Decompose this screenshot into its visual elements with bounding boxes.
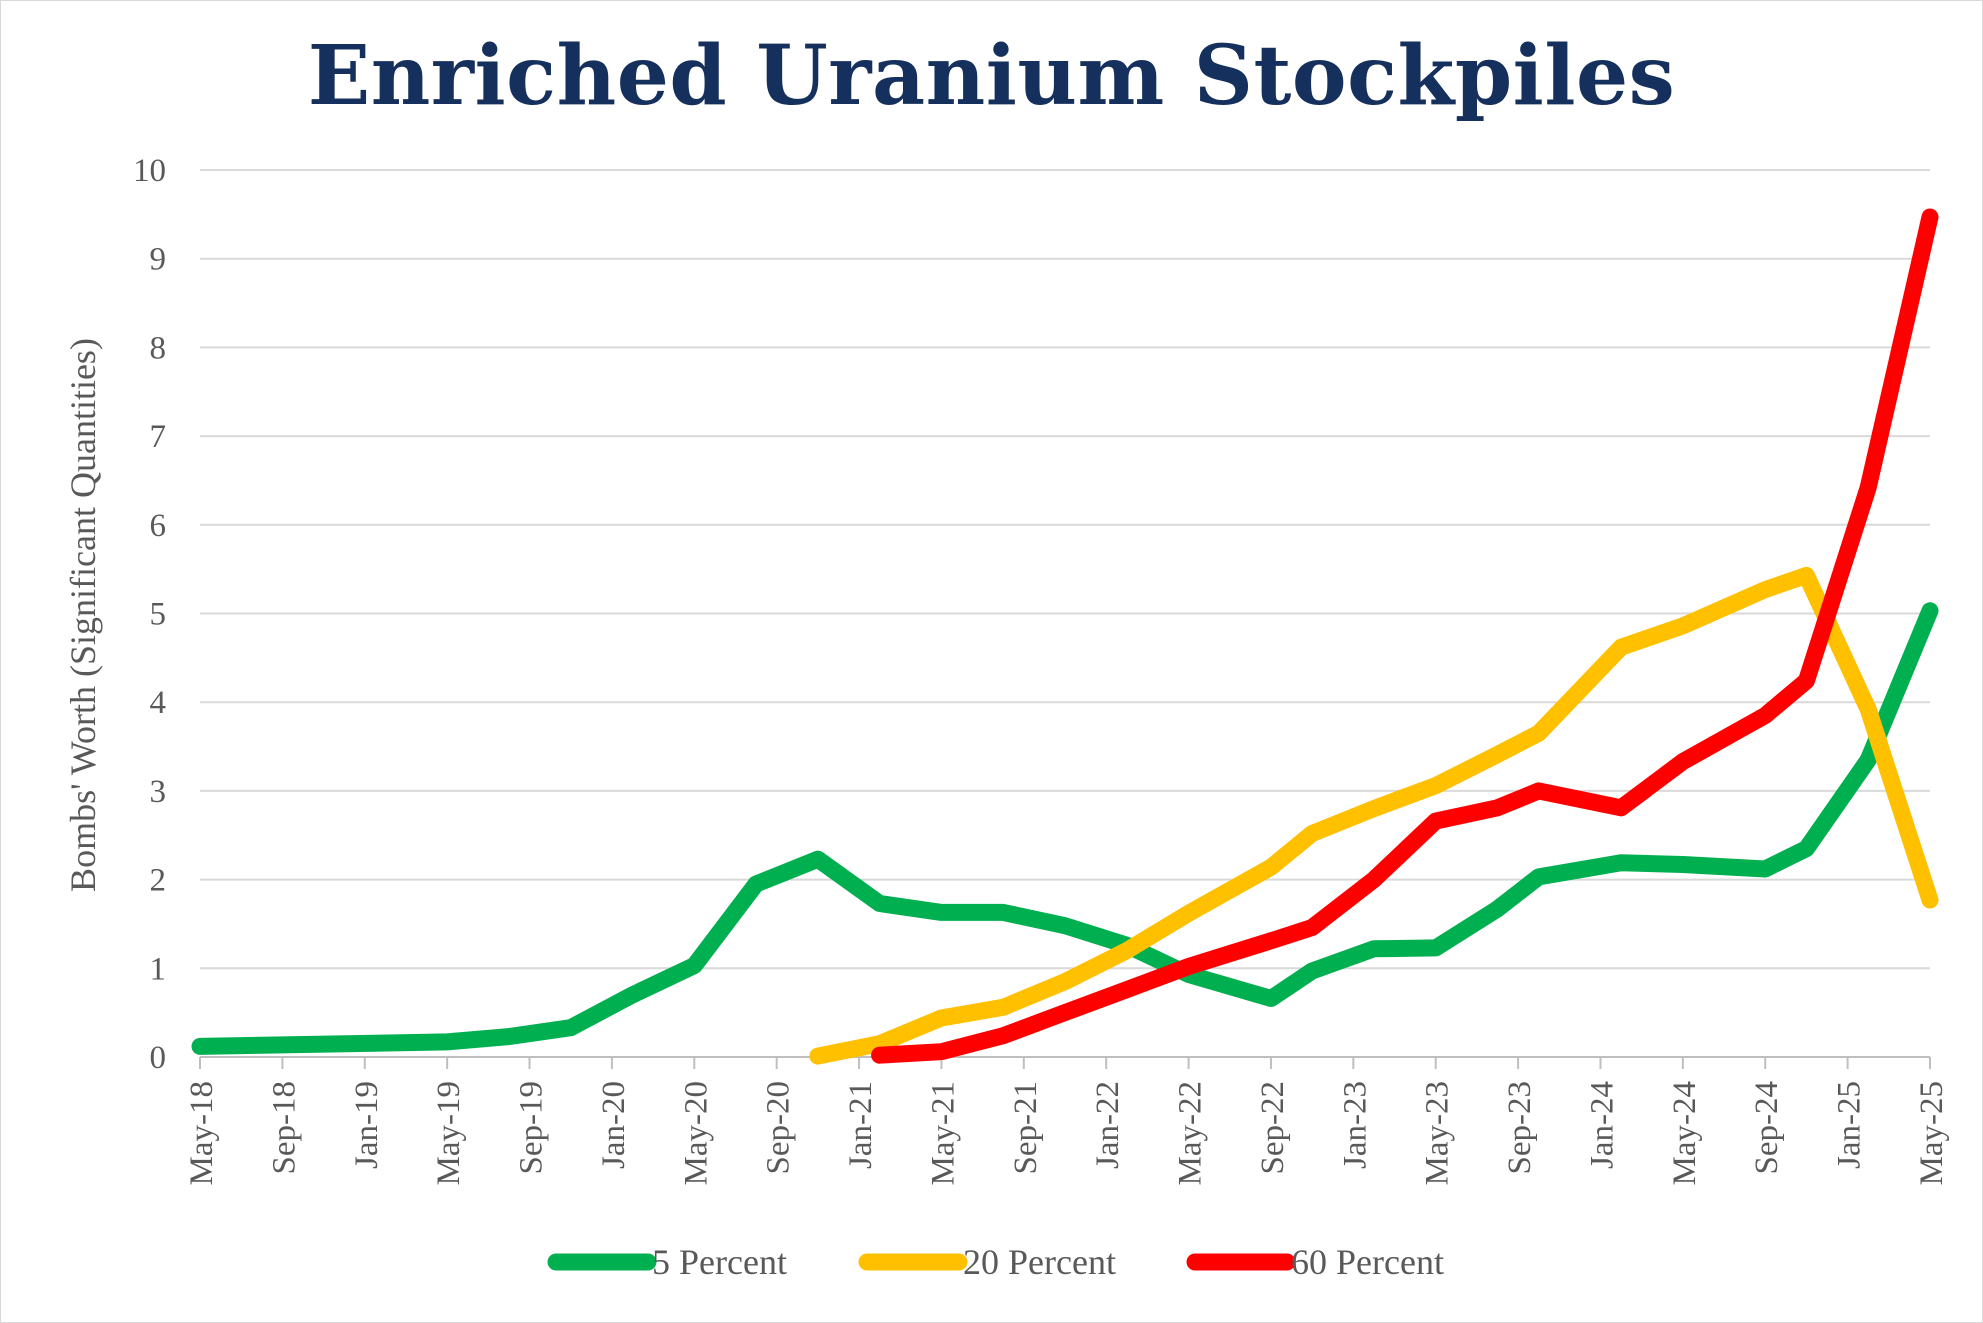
legend: 5 Percent 20 Percent 60 Percent bbox=[547, 1242, 1444, 1282]
x-tick-label: Jan-21 bbox=[843, 1081, 879, 1169]
x-tick-label: May-18 bbox=[184, 1081, 220, 1185]
y-tick-label: 3 bbox=[150, 774, 167, 810]
gridlines bbox=[200, 169, 1930, 970]
x-tick-label: Sep-21 bbox=[1008, 1081, 1044, 1175]
y-tick-label: 8 bbox=[150, 330, 167, 366]
series-lines bbox=[191, 208, 1939, 1065]
y-tick-label: 9 bbox=[150, 242, 167, 278]
x-tick-label: May-19 bbox=[431, 1081, 467, 1185]
y-tick-label: 0 bbox=[150, 1040, 167, 1076]
legend-label: 20 Percent bbox=[963, 1242, 1116, 1282]
legend-label: 60 Percent bbox=[1291, 1242, 1444, 1282]
x-tick-label: Jan-22 bbox=[1090, 1081, 1126, 1169]
x-tick-label: Jan-24 bbox=[1584, 1081, 1620, 1169]
x-tick-label: Sep-19 bbox=[514, 1081, 550, 1175]
series-line-60-percent bbox=[871, 208, 1939, 1064]
x-tick-label: Jan-23 bbox=[1337, 1081, 1373, 1169]
y-tick-label: 1 bbox=[150, 951, 167, 987]
x-tick-label: Sep-18 bbox=[266, 1081, 302, 1175]
x-tick-label: May-22 bbox=[1173, 1081, 1209, 1185]
y-tick-label: 5 bbox=[150, 597, 167, 633]
x-axis-ticks: May-18 Sep-18 Jan-19 May-19 Sep-19 Jan-20 May-… bbox=[184, 1081, 1950, 1185]
x-tick-label: Sep-23 bbox=[1502, 1081, 1538, 1175]
x-tick-label: Sep-20 bbox=[761, 1081, 797, 1175]
x-tick-label: Jan-20 bbox=[596, 1081, 632, 1169]
x-tick-label: Sep-22 bbox=[1255, 1081, 1291, 1175]
x-tick-label: May-23 bbox=[1420, 1081, 1456, 1185]
x-tick-label: May-24 bbox=[1667, 1081, 1703, 1185]
y-tick-label: 6 bbox=[150, 508, 167, 544]
x-tick-label: May-20 bbox=[678, 1081, 714, 1185]
x-tick-label: May-25 bbox=[1914, 1081, 1950, 1185]
y-tick-label: 7 bbox=[150, 419, 167, 455]
series-line-20-percent bbox=[809, 566, 1939, 1065]
series-line-5-percent bbox=[191, 602, 1939, 1055]
y-tick-label: 10 bbox=[133, 153, 166, 189]
y-tick-label: 2 bbox=[150, 863, 167, 899]
y-axis-ticks: 0 1 2 3 4 5 6 7 8 9 10 bbox=[133, 153, 166, 1076]
chart-title: Enriched Uranium Stockpiles bbox=[307, 28, 1676, 124]
x-tick-label: May-21 bbox=[925, 1081, 961, 1185]
x-tick-label: Sep-24 bbox=[1749, 1081, 1785, 1175]
x-axis bbox=[199, 1056, 1931, 1069]
y-axis-title: Bombs' Worth (Significant Quantities) bbox=[63, 338, 103, 892]
x-tick-label: Jan-19 bbox=[349, 1081, 385, 1169]
legend-label: 5 Percent bbox=[652, 1242, 787, 1282]
y-tick-label: 4 bbox=[150, 685, 167, 721]
x-tick-label: Jan-25 bbox=[1832, 1081, 1868, 1169]
